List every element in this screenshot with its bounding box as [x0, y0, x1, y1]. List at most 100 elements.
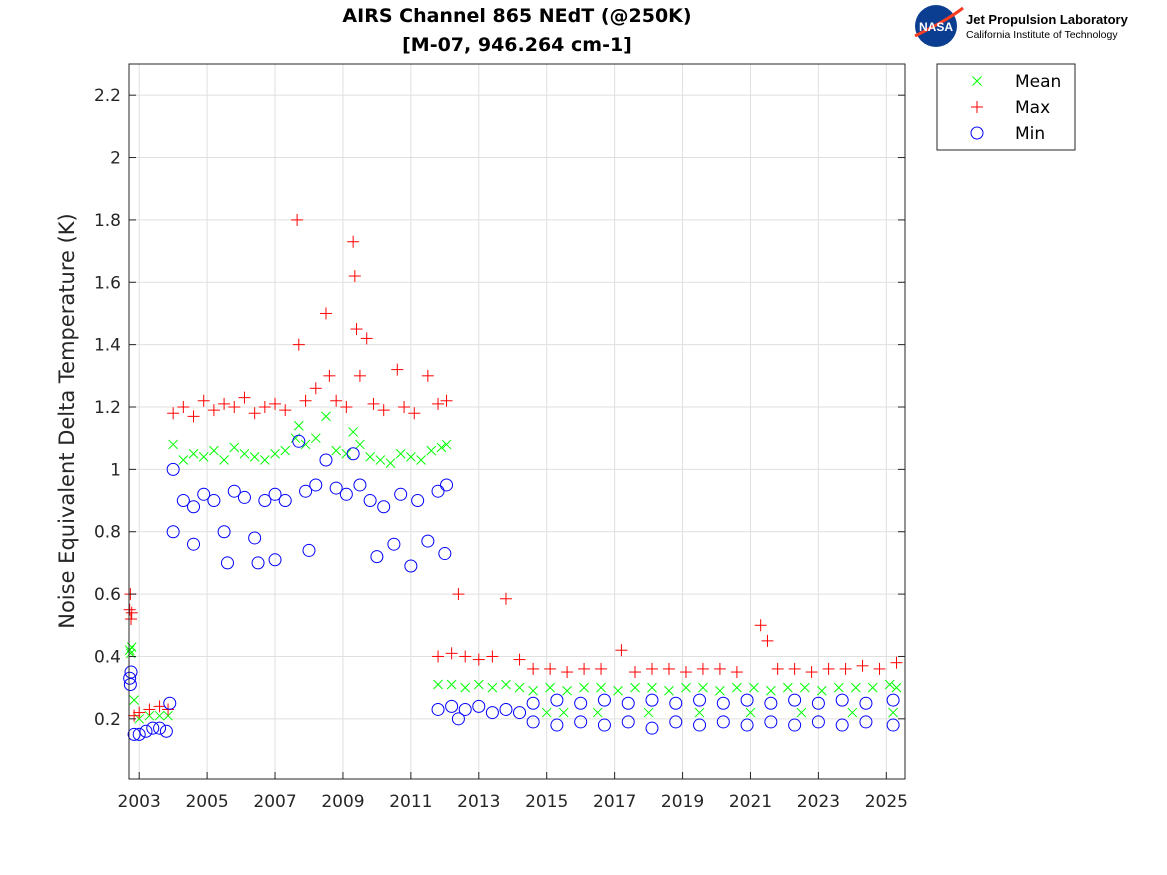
min-point: [299, 484, 313, 498]
min-point: [187, 500, 201, 514]
max-point: [143, 703, 156, 716]
min-point: [329, 481, 343, 495]
min-point: [302, 543, 316, 557]
y-tick-label: 0.2: [94, 710, 121, 730]
min-point: [153, 721, 167, 735]
max-point: [445, 647, 458, 660]
mean-point-stroke: [596, 682, 606, 693]
mean-point: [144, 710, 155, 721]
min-point: [217, 525, 231, 539]
mean-point-stroke: [280, 445, 291, 456]
mean-point-stroke: [884, 679, 895, 690]
mean-point: [528, 685, 538, 696]
mean-point: [562, 685, 572, 696]
legend-marker-mean: [972, 76, 982, 86]
y-tick-label: 2: [110, 149, 121, 169]
y-axis: 0.2 0.4 0.6 0.8 1 1.2 1.4 1.6 1.8 2 2.2: [94, 86, 905, 730]
min-point: [764, 715, 778, 729]
mean-point-stroke: [270, 448, 280, 459]
mean-point: [647, 682, 657, 693]
mean-point: [124, 645, 135, 656]
series-mean: [124, 411, 902, 724]
max-point: [347, 235, 360, 248]
mean-point: [433, 679, 443, 690]
max-point: [398, 401, 411, 414]
mean-point: [129, 695, 139, 705]
min-point: [411, 494, 425, 508]
max-point: [360, 332, 373, 345]
mean-point: [188, 448, 199, 459]
mean-point: [239, 448, 250, 459]
max-point: [353, 369, 366, 382]
min-point: [166, 462, 180, 476]
mean-point: [168, 439, 179, 450]
mean-point: [579, 682, 589, 693]
mean-point-stroke: [341, 448, 352, 459]
min-point: [421, 534, 435, 548]
mean-point: [416, 455, 426, 465]
mean-point-stroke: [799, 682, 810, 693]
max-point: [125, 613, 138, 626]
mean-point: [406, 452, 416, 462]
chart-title-line1: AIRS Channel 865 NEdT (@250K): [342, 5, 691, 27]
max-point: [228, 401, 241, 414]
y-tick-label: 0.8: [94, 523, 121, 543]
mean-point-stroke: [441, 439, 452, 450]
mean-point-stroke: [850, 682, 861, 693]
min-point: [445, 699, 459, 713]
min-point: [550, 693, 564, 707]
mean-point-stroke: [134, 713, 145, 724]
mean-point: [209, 445, 219, 456]
max-point: [499, 592, 512, 605]
mean-point: [331, 445, 342, 456]
legend-box: [936, 63, 1076, 151]
mean-point-stroke: [293, 420, 304, 431]
mean-point: [341, 448, 352, 459]
min-point: [472, 699, 486, 713]
mean-point-stroke: [782, 682, 793, 693]
mean-point: [163, 710, 173, 721]
mean-point-stroke: [867, 682, 878, 693]
y-tick-label: 1.8: [94, 211, 121, 231]
y-tick-label: 1.6: [94, 273, 121, 293]
min-point: [764, 696, 778, 710]
mean-point-stroke: [749, 682, 759, 693]
mean-point-stroke: [129, 695, 139, 705]
mean-point-stroke: [375, 455, 386, 465]
min-point: [859, 696, 873, 710]
data-points: [123, 213, 903, 741]
mean-point: [681, 682, 691, 693]
max-point: [472, 653, 485, 666]
max-point: [761, 634, 774, 647]
min-point: [220, 556, 234, 570]
min-point: [159, 724, 173, 738]
max-point: [269, 397, 282, 410]
mean-point: [365, 452, 375, 462]
grid: [129, 64, 905, 779]
mean-point: [888, 707, 898, 718]
min-point: [886, 718, 900, 732]
max-point: [377, 404, 390, 417]
mean-point: [473, 679, 484, 690]
min-point: [669, 696, 683, 710]
legend-label-max: Max: [1015, 98, 1050, 118]
mean-point-stroke: [664, 685, 674, 696]
mean-point-stroke: [545, 682, 555, 693]
min-point: [163, 696, 177, 710]
mean-point-stroke: [732, 682, 742, 693]
min-point: [248, 531, 262, 545]
mean-point: [541, 707, 552, 718]
max-point: [615, 644, 628, 657]
y-tick-label: 2.2: [94, 86, 121, 106]
mean-point-stroke: [460, 682, 471, 693]
mean-point: [441, 439, 452, 450]
max-point: [527, 662, 540, 675]
mean-point: [850, 682, 861, 693]
mean-point: [698, 682, 708, 693]
min-point: [811, 696, 825, 710]
min-point: [431, 702, 445, 716]
max-point: [432, 397, 445, 410]
mean-point-stroke: [473, 679, 484, 690]
max-point: [730, 666, 743, 679]
min-point: [499, 702, 513, 716]
